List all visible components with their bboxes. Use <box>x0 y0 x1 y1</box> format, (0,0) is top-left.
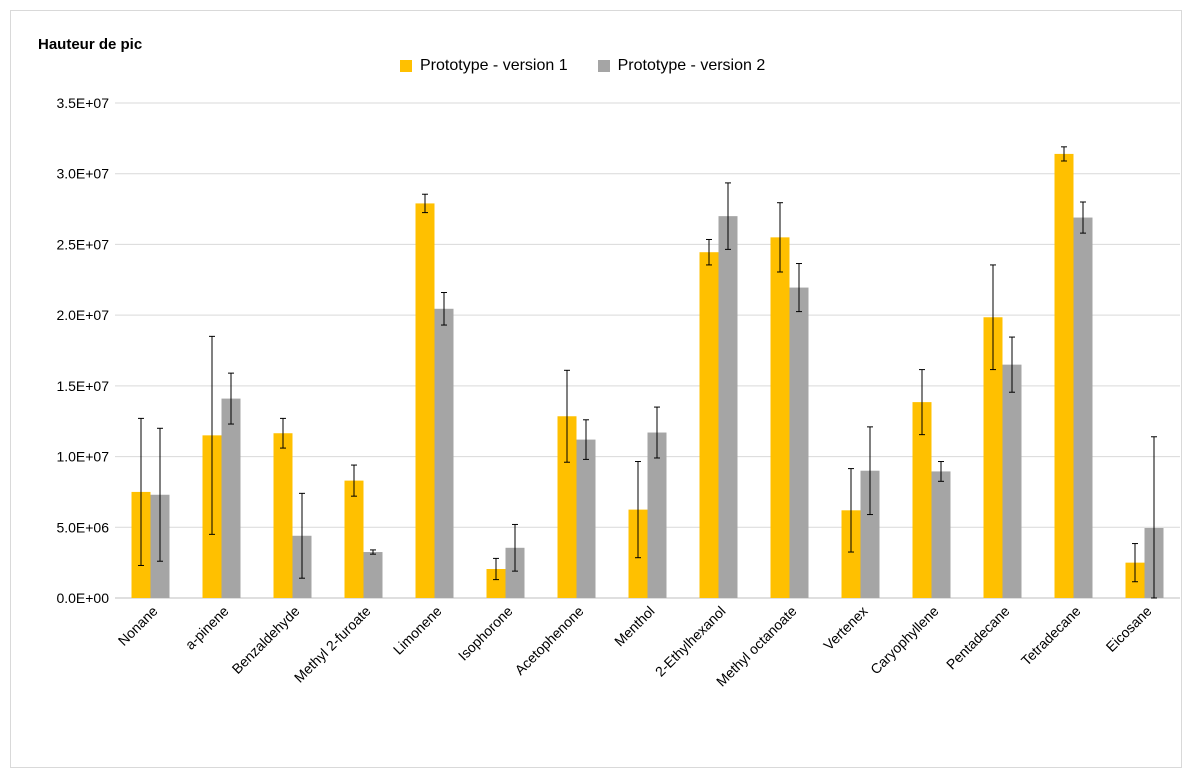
bar-series-2 <box>860 470 880 598</box>
x-tick-label: Benzaldehyde <box>229 603 303 677</box>
x-tick-label: Methyl 2-furoate <box>291 603 374 686</box>
bar-series-1 <box>699 252 719 598</box>
legend-item-series-1: Prototype - version 1 <box>400 57 568 75</box>
chart-title: Hauteur de pic <box>38 36 143 53</box>
bar-series-1 <box>486 569 506 598</box>
y-tick-label: 0.0E+00 <box>56 590 109 606</box>
bar-series-2 <box>931 471 951 598</box>
y-tick-label: 1.0E+07 <box>56 449 109 465</box>
x-tick-label: 2-Ethylhexanol <box>652 603 729 680</box>
legend-swatch-series-2 <box>597 60 610 72</box>
x-tick-label: Eicosane <box>1103 603 1155 655</box>
bar-series-2 <box>505 547 525 598</box>
y-tick-label: 3.5E+07 <box>56 95 109 111</box>
legend-item-series-2: Prototype - version 2 <box>597 57 766 75</box>
y-tick-label: 3.0E+07 <box>56 166 109 182</box>
bar-series-2 <box>363 552 383 598</box>
legend-swatch-series-1 <box>400 60 412 72</box>
x-tick-label: Menthol <box>611 603 658 650</box>
bar-series-1 <box>912 402 932 598</box>
y-tick-label: 2.5E+07 <box>56 236 109 252</box>
bar-series-2 <box>647 432 667 598</box>
y-tick-label: 5.0E+06 <box>56 519 109 535</box>
bar-series-1 <box>344 480 364 598</box>
legend: Prototype - version 1 Prototype - versio… <box>400 57 795 75</box>
x-tick-label: Pentadecane <box>943 603 1013 673</box>
y-tick-label: 1.5E+07 <box>56 378 109 394</box>
bar-series-2 <box>718 216 738 598</box>
bar-series-2 <box>434 308 454 598</box>
x-tick-label: Acetophenone <box>511 603 586 678</box>
bar-series-1 <box>841 510 861 598</box>
bar-series-1 <box>557 416 577 598</box>
bar-series-1 <box>983 317 1003 598</box>
bar-series-2 <box>576 439 596 598</box>
x-tick-label: Caryophyllene <box>867 603 942 678</box>
x-tick-label: Isophorone <box>455 603 516 664</box>
bar-series-1 <box>273 433 293 598</box>
x-tick-label: Tetradecane <box>1018 603 1084 669</box>
x-tick-label: Nonane <box>115 603 161 649</box>
bar-series-1 <box>770 237 790 598</box>
y-tick-label: 2.0E+07 <box>56 307 109 323</box>
x-tick-label: a-pinene <box>182 603 232 653</box>
legend-label-series-2: Prototype - version 2 <box>617 57 766 74</box>
x-tick-label: Limonene <box>390 603 445 658</box>
legend-label-series-1: Prototype - version 1 <box>420 57 568 74</box>
bar-series-2 <box>789 287 809 598</box>
bar-series-1 <box>1054 153 1074 598</box>
x-tick-label: Vertenex <box>820 603 870 653</box>
bar-series-2 <box>1002 364 1022 598</box>
bar-series-1 <box>415 203 435 598</box>
bar-series-2 <box>221 398 241 598</box>
bar-series-2 <box>1073 217 1093 599</box>
